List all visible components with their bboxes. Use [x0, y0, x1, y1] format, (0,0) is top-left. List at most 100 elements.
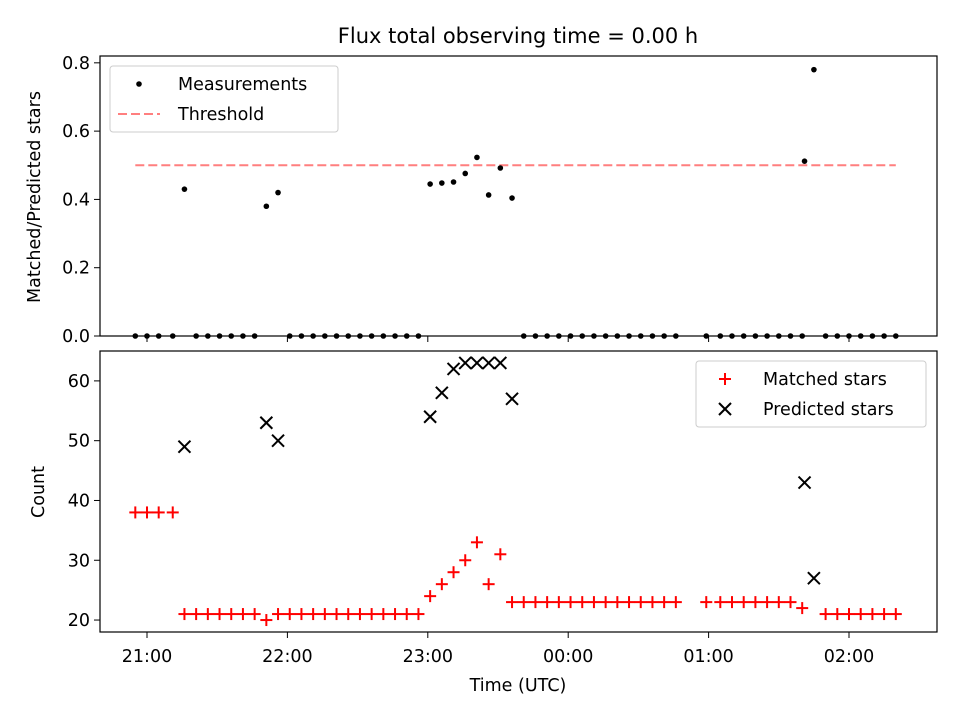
predicted-star-stroke-b	[481, 356, 496, 370]
matched-star-marker	[447, 566, 460, 579]
measurement-point	[497, 165, 504, 171]
matched-star-marker	[412, 608, 425, 621]
ratio-y-tick-label: 0.0	[62, 327, 90, 347]
matched-star-marker	[272, 608, 285, 621]
matched-star-marker	[726, 596, 738, 609]
matched-star-marker	[646, 596, 659, 609]
matched-star-marker	[389, 608, 402, 621]
matched-star-marker	[576, 596, 589, 609]
count-y-tick-label: 20	[68, 611, 90, 631]
matched-star-marker	[541, 596, 554, 609]
measurement-point	[462, 170, 469, 177]
matched-star-marker	[611, 596, 624, 609]
matched-star-marker	[599, 596, 612, 609]
matched-star-marker	[587, 596, 600, 609]
predicted-star-stroke-b	[493, 356, 508, 370]
matched-star-marker	[470, 536, 483, 549]
matched-star-marker	[260, 614, 273, 627]
legend-matched-label: Matched stars	[763, 370, 887, 390]
predicted-star-marker	[807, 571, 821, 585]
matched-star-marker	[714, 596, 727, 609]
predicted-star-marker	[446, 362, 461, 376]
matched-star-marker	[353, 608, 366, 621]
matched-star-marker	[283, 608, 296, 621]
predicted-star-marker	[423, 410, 437, 424]
count-axes-frame	[99, 350, 938, 633]
predicted-star-marker	[458, 356, 472, 370]
matched-star-marker	[529, 596, 542, 609]
predicted-star-stroke-b	[271, 433, 285, 448]
count-y-tick-label: 40	[68, 491, 90, 511]
predicted-star-marker	[470, 356, 484, 370]
ratio-panel: Flux total observing time = 0.00 h 0.00.…	[25, 24, 938, 347]
matched-star-marker	[166, 506, 179, 519]
predicted-star-stroke-b	[458, 356, 472, 370]
measurement-point	[485, 192, 492, 198]
matched-star-marker	[152, 506, 165, 519]
matched-star-marker	[784, 596, 797, 609]
predicted-star-marker	[177, 439, 192, 454]
matched-star-marker	[201, 608, 214, 621]
matched-star-marker	[889, 608, 902, 621]
measurement-point	[811, 66, 817, 73]
matched-star-marker	[342, 608, 355, 621]
matched-star-marker	[190, 608, 203, 621]
matched-star-marker	[494, 548, 507, 561]
measurement-point	[801, 158, 808, 164]
matched-star-marker	[225, 608, 238, 621]
predicted-star-marker	[259, 416, 274, 430]
matched-star-marker	[459, 554, 472, 567]
count-axes: 20 30 40 50 60 21:00 22:00 23:00 00:00 01:00 02:00	[68, 350, 938, 667]
ratio-axes-frame	[99, 55, 938, 337]
x-tick-label: 22:00	[262, 647, 312, 667]
matched-star-marker	[761, 596, 774, 609]
matched-star-marker	[517, 596, 530, 609]
matched-star-marker	[878, 608, 891, 621]
predicted-star-stroke-b	[446, 362, 461, 376]
matched-star-marker	[129, 506, 142, 519]
count-y-tick-label: 30	[68, 551, 90, 571]
ratio-y-tick-label: 0.4	[62, 190, 90, 210]
count-y-tick-label: 50	[68, 432, 90, 452]
ratio-y-tick-label: 0.2	[62, 259, 90, 279]
x-tick-label: 00:00	[543, 647, 593, 667]
count-y-axis-label: Count	[29, 466, 49, 518]
predicted-star-marker	[271, 433, 285, 448]
matched-star-marker	[749, 596, 762, 609]
matched-star-marker	[178, 608, 191, 621]
matched-star-marker	[700, 596, 713, 609]
matched-star-marker	[377, 608, 390, 621]
count-panel: 20 30 40 50 60 21:00 22:00 23:00 00:00 01:00 02:00…	[29, 350, 938, 696]
predicted-star-stroke-b	[435, 386, 449, 400]
matched-star-marker	[854, 608, 867, 621]
count-marks	[129, 356, 902, 627]
x-tick-label: 23:00	[403, 647, 453, 667]
predicted-star-stroke-b	[807, 571, 821, 585]
matched-star-marker	[307, 608, 320, 621]
matched-star-marker	[424, 590, 437, 603]
legend-measurements-label: Measurements	[178, 75, 307, 95]
predicted-star-marker	[505, 392, 519, 406]
legend-predicted-marker	[718, 402, 732, 416]
x-tick-label: 02:00	[824, 647, 874, 667]
ratio-legend: Measurements Threshold	[109, 65, 339, 133]
matched-star-marker	[772, 596, 785, 609]
matched-star-marker	[318, 608, 331, 621]
count-y-tick-label: 60	[68, 372, 90, 392]
matched-star-marker	[866, 608, 879, 621]
legend-threshold-label: Threshold	[177, 105, 264, 125]
ratio-axes: 0.0 0.2 0.4 0.6 0.8	[62, 54, 938, 347]
matched-star-marker	[819, 608, 832, 621]
measurement-point	[450, 179, 457, 185]
matched-star-marker	[435, 578, 448, 591]
legend-measurements-marker	[136, 81, 142, 87]
ratio-y-tick-label: 0.8	[62, 54, 90, 74]
matched-star-marker	[564, 596, 577, 609]
predicted-star-stroke-b	[470, 356, 484, 370]
matched-star-marker	[831, 608, 844, 621]
predicted-star-marker	[493, 356, 508, 370]
matched-star-marker	[634, 596, 647, 609]
count-legend-box	[695, 360, 927, 428]
measurement-point	[181, 186, 188, 192]
predicted-star-stroke-b	[259, 416, 274, 430]
